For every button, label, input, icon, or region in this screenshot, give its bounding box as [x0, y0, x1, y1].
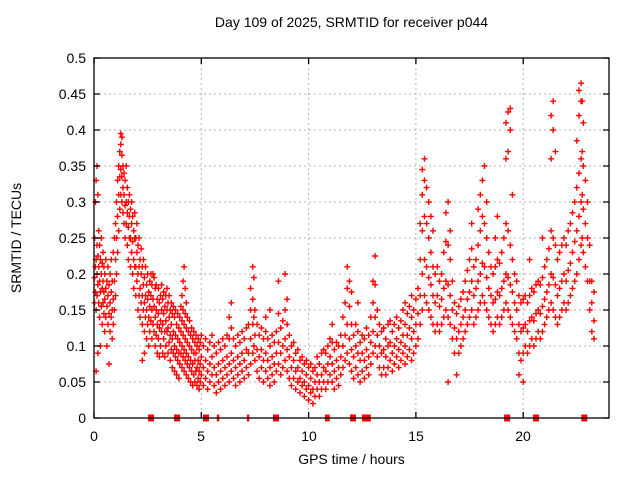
x-tick-label: 0 — [90, 428, 98, 444]
x-tick-label: 15 — [408, 428, 424, 444]
y-tick-label: 0.05 — [58, 374, 86, 390]
scatter-points — [91, 80, 597, 407]
gridlines — [94, 58, 609, 418]
y-tick-label: 0.45 — [58, 86, 86, 102]
plot-border — [93, 57, 610, 419]
y-tick-label: 0.1 — [66, 338, 86, 354]
x-tick-label: 5 — [197, 428, 205, 444]
x-tick-label: 10 — [301, 428, 317, 444]
y-tick-label: 0 — [78, 410, 86, 426]
chart-title: Day 109 of 2025, SRMTID for receiver p04… — [214, 14, 489, 30]
y-tick-label: 0.2 — [66, 266, 86, 282]
x-tick-label: 20 — [515, 428, 531, 444]
y-tick-label: 0.5 — [66, 50, 86, 66]
y-tick-label: 0.3 — [66, 194, 86, 210]
y-tick-label: 0.4 — [66, 122, 86, 138]
x-axis-label: GPS time / hours — [298, 451, 405, 467]
y-tick-label: 0.25 — [58, 230, 86, 246]
y-tick-label: 0.35 — [58, 158, 86, 174]
y-tick-label: 0.15 — [58, 302, 86, 318]
